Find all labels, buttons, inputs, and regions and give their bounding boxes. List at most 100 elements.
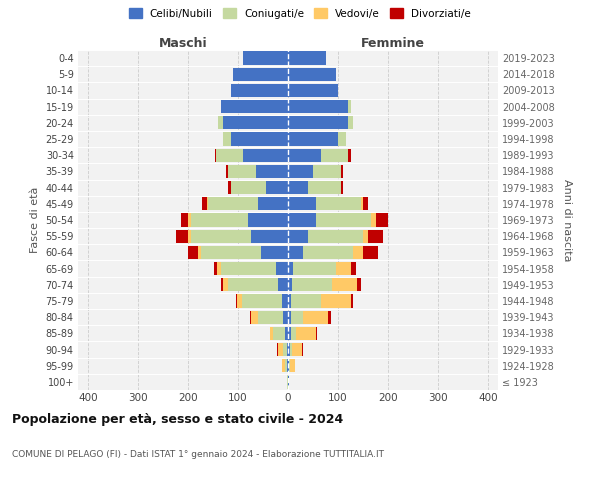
Bar bbox=[350, 294, 353, 308]
Bar bbox=[250, 310, 251, 324]
Bar bbox=[293, 262, 335, 275]
Bar bbox=[285, 326, 288, 340]
Bar bbox=[228, 181, 230, 194]
Bar bbox=[288, 132, 338, 145]
Bar bbox=[230, 181, 265, 194]
Bar bbox=[243, 148, 288, 162]
Bar bbox=[283, 343, 287, 356]
Bar bbox=[353, 246, 363, 259]
Bar bbox=[208, 197, 258, 210]
Bar bbox=[283, 310, 288, 324]
Bar bbox=[218, 116, 223, 130]
Bar bbox=[290, 359, 295, 372]
Bar bbox=[223, 278, 228, 291]
Bar bbox=[230, 132, 288, 145]
Bar bbox=[320, 294, 350, 308]
Bar bbox=[303, 246, 353, 259]
Bar bbox=[277, 343, 283, 356]
Bar bbox=[258, 197, 288, 210]
Bar bbox=[302, 343, 303, 356]
Bar bbox=[228, 165, 256, 178]
Text: Popolazione per età, sesso e stato civile - 2024: Popolazione per età, sesso e stato civil… bbox=[12, 412, 343, 426]
Bar bbox=[332, 278, 357, 291]
Bar bbox=[288, 278, 292, 291]
Bar bbox=[223, 116, 288, 130]
Bar bbox=[242, 294, 282, 308]
Bar bbox=[376, 214, 388, 226]
Bar bbox=[288, 230, 308, 243]
Bar bbox=[256, 165, 288, 178]
Bar bbox=[251, 230, 288, 243]
Bar bbox=[226, 165, 228, 178]
Bar bbox=[361, 197, 363, 210]
Bar bbox=[292, 278, 332, 291]
Bar bbox=[198, 246, 200, 259]
Bar bbox=[288, 262, 293, 275]
Bar bbox=[214, 262, 217, 275]
Bar bbox=[221, 262, 275, 275]
Bar bbox=[371, 214, 376, 226]
Bar bbox=[296, 326, 316, 340]
Bar bbox=[217, 262, 221, 275]
Bar bbox=[335, 262, 350, 275]
Bar bbox=[288, 181, 308, 194]
Bar bbox=[270, 326, 272, 340]
Bar bbox=[368, 230, 383, 243]
Bar bbox=[265, 181, 288, 194]
Bar bbox=[287, 359, 288, 372]
Bar bbox=[288, 326, 290, 340]
Bar bbox=[282, 294, 288, 308]
Bar bbox=[188, 230, 190, 243]
Bar bbox=[282, 359, 284, 372]
Bar bbox=[350, 262, 355, 275]
Bar bbox=[202, 197, 206, 210]
Bar bbox=[243, 52, 288, 64]
Bar bbox=[288, 84, 338, 97]
Bar bbox=[215, 148, 243, 162]
Bar bbox=[289, 359, 290, 372]
Bar bbox=[278, 278, 288, 291]
Bar bbox=[341, 165, 343, 178]
Bar bbox=[191, 230, 251, 243]
Bar bbox=[357, 278, 361, 291]
Bar bbox=[288, 100, 348, 114]
Bar bbox=[188, 246, 198, 259]
Bar bbox=[206, 197, 208, 210]
Bar bbox=[288, 165, 313, 178]
Bar bbox=[221, 278, 223, 291]
Bar bbox=[348, 100, 350, 114]
Bar bbox=[236, 294, 237, 308]
Bar bbox=[290, 326, 296, 340]
Bar bbox=[175, 230, 188, 243]
Bar bbox=[288, 343, 290, 356]
Bar bbox=[320, 148, 348, 162]
Bar bbox=[275, 262, 288, 275]
Bar bbox=[313, 165, 341, 178]
Bar bbox=[288, 197, 316, 210]
Text: Maschi: Maschi bbox=[158, 37, 208, 50]
Bar bbox=[288, 116, 348, 130]
Bar bbox=[316, 197, 361, 210]
Bar bbox=[341, 181, 343, 194]
Legend: Celibi/Nubili, Coniugati/e, Vedovi/e, Divorziati/e: Celibi/Nubili, Coniugati/e, Vedovi/e, Di… bbox=[126, 5, 474, 21]
Bar bbox=[363, 197, 368, 210]
Bar bbox=[363, 230, 368, 243]
Bar bbox=[308, 230, 363, 243]
Bar bbox=[290, 294, 320, 308]
Bar bbox=[328, 310, 331, 324]
Bar bbox=[288, 214, 316, 226]
Bar bbox=[284, 359, 287, 372]
Bar bbox=[288, 294, 290, 308]
Bar bbox=[338, 132, 346, 145]
Bar bbox=[290, 343, 292, 356]
Bar bbox=[316, 326, 317, 340]
Bar bbox=[223, 132, 230, 145]
Bar bbox=[230, 84, 288, 97]
Bar bbox=[258, 310, 283, 324]
Bar bbox=[181, 214, 188, 226]
Bar bbox=[308, 181, 341, 194]
Bar bbox=[248, 214, 288, 226]
Bar bbox=[288, 246, 303, 259]
Bar bbox=[303, 310, 328, 324]
Bar bbox=[221, 100, 288, 114]
